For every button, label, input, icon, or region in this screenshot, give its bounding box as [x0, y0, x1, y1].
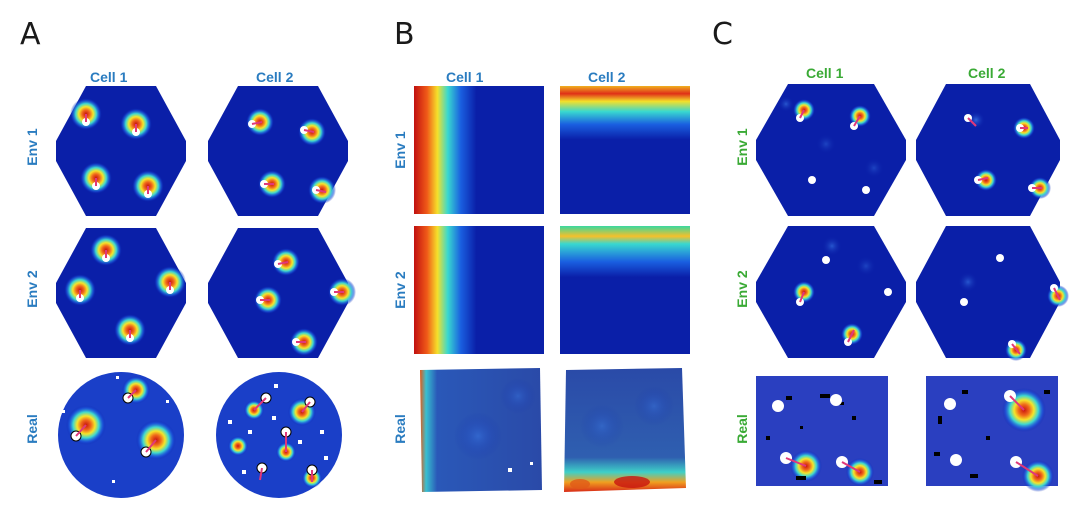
panel-a-row-label-2: Env 2 — [24, 270, 40, 308]
panel-b-env1-cell2-map — [560, 86, 690, 214]
panel-b-env2-cell1-map — [414, 226, 544, 354]
panel-c-env2-cell1-map — [756, 226, 906, 358]
panel-c-col-label-1: Cell 1 — [806, 65, 844, 81]
panel-b-col-label-2: Cell 2 — [588, 69, 626, 85]
panel-c-env1-cell2-map — [916, 84, 1060, 216]
panel-a-real-cell2-map — [214, 370, 344, 500]
panel-c-real-cell1-map — [756, 376, 888, 486]
panel-a-col-label-2: Cell 2 — [256, 69, 294, 85]
panel-a-row-label-3: Real — [24, 414, 40, 444]
panel-a-row-label-1: Env 1 — [24, 128, 40, 166]
panel-a-env1-cell1-map — [56, 86, 186, 216]
panel-c-row-label-3: Real — [734, 414, 750, 444]
panel-b-row-label-2: Env 2 — [392, 271, 408, 309]
panel-letter-c: C — [712, 17, 733, 52]
panel-letter-b: B — [394, 17, 415, 52]
panel-b-env1-cell1-map — [414, 86, 544, 214]
panel-b-row-label-1: Env 1 — [392, 131, 408, 169]
panel-a-col-label-1: Cell 1 — [90, 69, 128, 85]
panel-b-real-cell2-map — [562, 366, 690, 494]
panel-c-env1-cell1-map — [756, 84, 906, 216]
panel-c-env2-cell2-map — [916, 226, 1069, 361]
panel-b-env2-cell2-map — [560, 226, 690, 354]
panel-b-col-label-1: Cell 1 — [446, 69, 484, 85]
panel-letter-a: A — [20, 17, 41, 52]
panel-c-real-cell2-map — [926, 376, 1058, 492]
panel-a-env2-cell2-map — [208, 228, 356, 358]
panel-a-env1-cell2-map — [208, 86, 348, 216]
panel-a-real-cell1-map — [56, 370, 186, 500]
panel-b-row-label-3: Real — [392, 414, 408, 444]
panel-c-row-label-1: Env 1 — [734, 128, 750, 166]
panel-c-row-label-2: Env 2 — [734, 270, 750, 308]
panel-b-real-cell1-map — [418, 366, 544, 494]
panel-a-env2-cell1-map — [56, 228, 186, 358]
panel-c-col-label-2: Cell 2 — [968, 65, 1006, 81]
